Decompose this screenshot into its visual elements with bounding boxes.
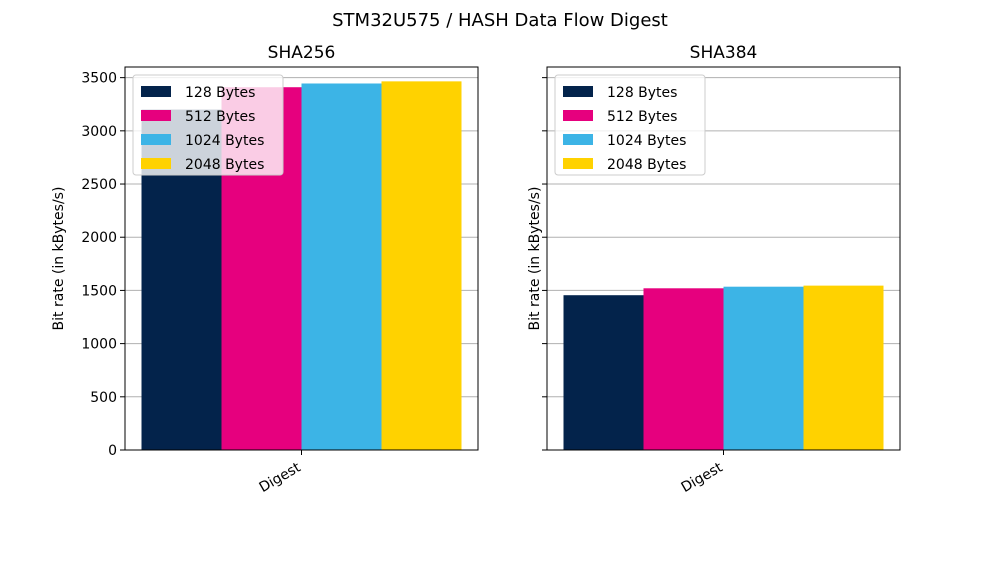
legend-swatch xyxy=(563,86,593,97)
chart-panel-1: 0 500 1000 1500 2000 2500 3000 3500 Digest SHA256… xyxy=(51,43,479,496)
legend-swatch xyxy=(141,86,171,97)
legend-label: 128 Bytes xyxy=(607,85,677,101)
chart-title: SHA384 xyxy=(690,43,758,63)
y-axis-label: Bit rate (in kBytes/s) xyxy=(527,187,543,331)
legend-box xyxy=(132,74,284,176)
y-tick-label: 2000 xyxy=(81,230,117,246)
bar-1024-bytes xyxy=(301,83,382,450)
chart-panel-2: Digest SHA384 Bit rate (in kBytes/s) 128 By… xyxy=(527,43,901,496)
legend-label: 1024 Bytes xyxy=(607,133,686,149)
legend-label: 512 Bytes xyxy=(185,109,255,125)
legend-box xyxy=(554,74,706,176)
y-tick-label: 1500 xyxy=(81,283,117,299)
legend-swatch xyxy=(563,134,593,145)
legend-label: 512 Bytes xyxy=(607,109,677,125)
legend-swatch xyxy=(563,158,593,169)
y-tick-label: 0 xyxy=(108,443,117,459)
legend-swatch xyxy=(141,134,171,145)
bar-2048-bytes xyxy=(803,285,884,450)
legend-swatch xyxy=(141,110,171,121)
y-axis-label: Bit rate (in kBytes/s) xyxy=(51,187,67,331)
legend-label: 128 Bytes xyxy=(185,85,255,101)
chart-title: SHA256 xyxy=(268,43,336,63)
legend-swatch xyxy=(563,110,593,121)
legend: 128 Bytes 512 Bytes 1024 Bytes 2048 Bytes xyxy=(132,74,284,176)
y-tick-label: 1000 xyxy=(81,337,117,353)
y-tick-label: 2500 xyxy=(81,177,117,193)
figure-title: STM32U575 / HASH Data Flow Digest xyxy=(332,10,668,31)
bar-1024-bytes xyxy=(723,286,804,450)
bar-2048-bytes xyxy=(381,81,462,451)
legend-label: 2048 Bytes xyxy=(185,157,264,173)
legend: 128 Bytes 512 Bytes 1024 Bytes 2048 Bytes xyxy=(554,74,706,176)
legend-label: 1024 Bytes xyxy=(185,133,264,149)
y-tick-label: 500 xyxy=(90,390,117,406)
y-tick-label: 3500 xyxy=(81,71,117,87)
y-tick-label: 3000 xyxy=(81,124,117,140)
legend-swatch xyxy=(141,158,171,169)
bar-128-bytes xyxy=(563,295,644,450)
x-tick-label: Digest xyxy=(257,459,304,496)
charts-container: 0 500 1000 1500 2000 2500 3000 3500 Digest SHA256… xyxy=(51,43,901,496)
x-tick-label: Digest xyxy=(679,459,726,496)
bar-512-bytes xyxy=(643,288,724,450)
legend-label: 2048 Bytes xyxy=(607,157,686,173)
